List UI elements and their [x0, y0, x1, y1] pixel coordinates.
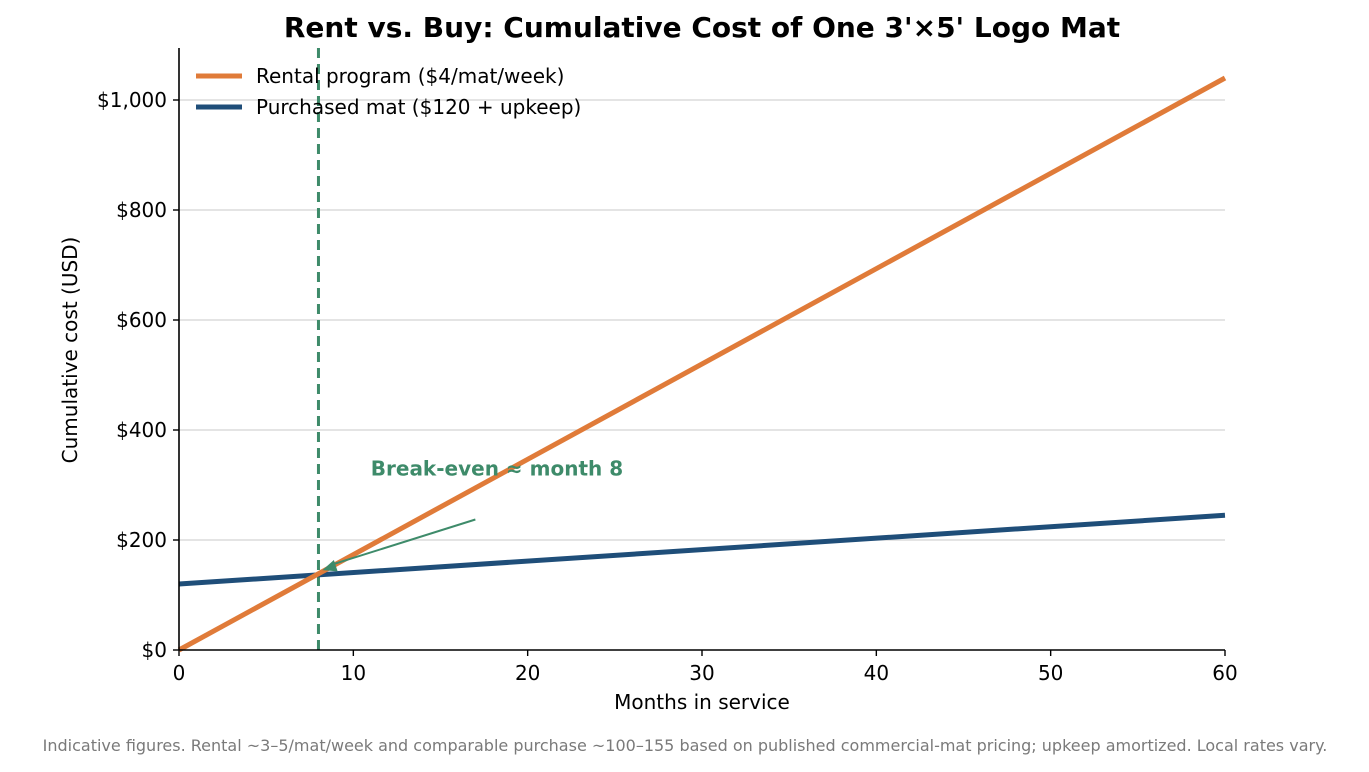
legend-label: Rental program ($4/mat/week): [256, 64, 564, 88]
y-tick-label: $800: [116, 198, 167, 222]
series-lines: [177, 75, 1227, 653]
series-line-rental: [177, 75, 1227, 653]
x-tick-label: 10: [341, 661, 366, 685]
x-tick-label: 20: [515, 661, 540, 685]
legend: Rental program ($4/mat/week) Purchased ma…: [196, 64, 581, 119]
x-tick-label: 50: [1038, 661, 1063, 685]
x-tick-label: 40: [864, 661, 889, 685]
x-tick-label: 30: [689, 661, 714, 685]
y-tick-label: $400: [116, 418, 167, 442]
y-tick-label: $0: [142, 638, 167, 662]
x-tick-label: 0: [173, 661, 186, 685]
x-ticks: 0 10 20 30 40 50 60: [173, 650, 1238, 685]
legend-label: Purchased mat ($120 + upkeep): [256, 95, 581, 119]
series-line-purchased: [178, 512, 1226, 587]
annotation: Break-even ≈ month 8: [322, 457, 623, 572]
x-tick-label: 60: [1212, 661, 1237, 685]
footnote: Indicative figures. Rental ~3–5/mat/week…: [43, 736, 1328, 755]
x-axis-label: Months in service: [614, 690, 790, 714]
annotation-label: Break-even ≈ month 8: [371, 457, 623, 481]
y-tick-label: $1,000: [97, 88, 167, 112]
y-tick-label: $600: [116, 308, 167, 332]
annotation-arrow-shaft: [330, 518, 476, 567]
annotation-arrow-head: [322, 560, 338, 572]
grid-lines: [179, 99, 1225, 541]
chart-title: Rent vs. Buy: Cumulative Cost of One 3'×…: [284, 11, 1120, 44]
y-axis-label: Cumulative cost (USD): [58, 237, 82, 464]
y-tick-label: $200: [116, 528, 167, 552]
axes: [178, 48, 1225, 651]
y-ticks: $0 $200 $400 $600 $800 $1,000: [97, 88, 179, 662]
